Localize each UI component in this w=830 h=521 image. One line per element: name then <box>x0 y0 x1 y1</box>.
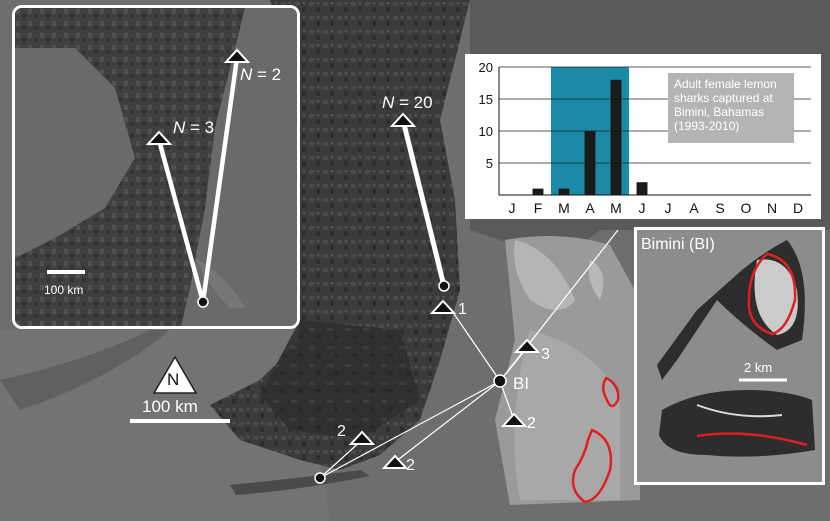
x-tick-label: A <box>689 200 699 216</box>
x-tick-label: M <box>610 200 622 216</box>
x-tick-label: J <box>639 200 646 216</box>
site-label-2-keys-a: 2 <box>406 457 415 474</box>
north-bimini-beach <box>754 259 798 335</box>
y-tick-label: 15 <box>479 92 493 107</box>
site-markers <box>348 112 541 469</box>
site-label-3: 3 <box>541 346 550 363</box>
track-end-marker-n20 <box>389 112 417 127</box>
keys-point <box>314 472 326 484</box>
inset-bimini-map <box>637 230 822 482</box>
track-label-n20-symbol: N <box>382 93 395 112</box>
grand-bahama-shoal <box>514 240 575 310</box>
inset-marker-n3 <box>145 130 173 145</box>
inset-florida: 100 km N = 3 N = 2 <box>12 5 300 329</box>
bimini-hub-point <box>493 374 507 388</box>
connection-lines <box>319 229 619 479</box>
bimini-nursery-outline-north <box>747 252 797 336</box>
great-bahama-bank <box>514 330 620 500</box>
site-label-2-east: 2 <box>527 415 536 432</box>
site-marker-1 <box>429 299 457 314</box>
bar-M <box>558 188 570 195</box>
site-marker-2-keys-a <box>381 454 409 469</box>
bar-M <box>610 79 622 195</box>
bimini-nursery-outline-south <box>696 432 808 447</box>
track-label-n20: N = 20 <box>382 93 433 113</box>
site-label-1: 1 <box>458 301 467 318</box>
annotation-box <box>668 73 794 143</box>
y-tick-label: 20 <box>479 60 493 75</box>
track-label-n20-value: = 20 <box>399 93 433 112</box>
inset-scale-label: 100 km <box>44 283 84 297</box>
bar-J <box>636 182 648 195</box>
inset-track-label-n3-value: = 3 <box>190 118 215 137</box>
scale-label-main: 100 km <box>142 397 198 416</box>
site-marker-2-east <box>500 412 528 427</box>
inset-track-label-n2: N = 2 <box>240 65 281 85</box>
capture-chart: 5 10 15 20 J F M A M J J A S O N D Adult female lemon sha… <box>465 54 821 219</box>
north-arrow <box>152 355 198 394</box>
inset-track-label-n3: N = 3 <box>173 118 214 138</box>
y-tick-label: 5 <box>486 156 493 171</box>
x-tick-label: M <box>558 200 570 216</box>
x-tick-label: O <box>741 200 752 216</box>
x-tick-label: S <box>715 200 724 216</box>
annotation-line: (1993-2010) <box>674 119 739 133</box>
gulf-shallows <box>0 330 170 410</box>
inset-bimini: Bimini (BI) 2 km <box>634 227 825 485</box>
everglades <box>260 320 420 440</box>
hub-label-bi: BI <box>513 374 530 393</box>
bar-F <box>532 188 544 195</box>
x-tick-label: J <box>509 200 516 216</box>
inset-marker-n2 <box>223 48 251 63</box>
inset-track-label-n3-symbol: N <box>173 118 186 137</box>
site-label-2-keys-b: 2 <box>337 423 346 440</box>
bimini-scale-label: 2 km <box>744 360 773 375</box>
inset-tracks <box>156 57 240 303</box>
annotation-line: Adult female lemon <box>674 77 777 91</box>
south-bimini-road <box>696 404 783 418</box>
inset-track-label-n2-symbol: N <box>240 65 253 84</box>
inset-track-label-n2-value: = 2 <box>257 65 282 84</box>
bimini-inset-title: Bimini (BI) <box>641 236 715 253</box>
north-arrow-label: N <box>167 370 180 389</box>
bank-shoal <box>588 260 604 300</box>
south-bimini-island <box>659 390 815 457</box>
nursery-outline-south <box>571 428 613 504</box>
site-marker-2-keys-b <box>348 430 376 445</box>
x-tick-label: F <box>534 200 543 216</box>
x-tick-label: D <box>793 200 803 216</box>
inset-florida-map <box>15 8 297 326</box>
nursery-outline-north <box>602 376 620 408</box>
x-tick-label: N <box>767 200 777 216</box>
release-point-n20 <box>438 280 450 292</box>
annotation-line: Bimini, Bahamas <box>674 105 764 119</box>
track-n20 <box>400 119 447 287</box>
annotation-line: sharks captured at <box>674 91 773 105</box>
bar-A <box>584 131 596 195</box>
florida-keys <box>230 470 370 495</box>
inset-release-point <box>197 296 209 308</box>
x-tick-label: J <box>665 200 672 216</box>
x-tick-label: A <box>585 200 595 216</box>
y-tick-label: 10 <box>479 124 493 139</box>
site-marker-3 <box>513 338 541 353</box>
